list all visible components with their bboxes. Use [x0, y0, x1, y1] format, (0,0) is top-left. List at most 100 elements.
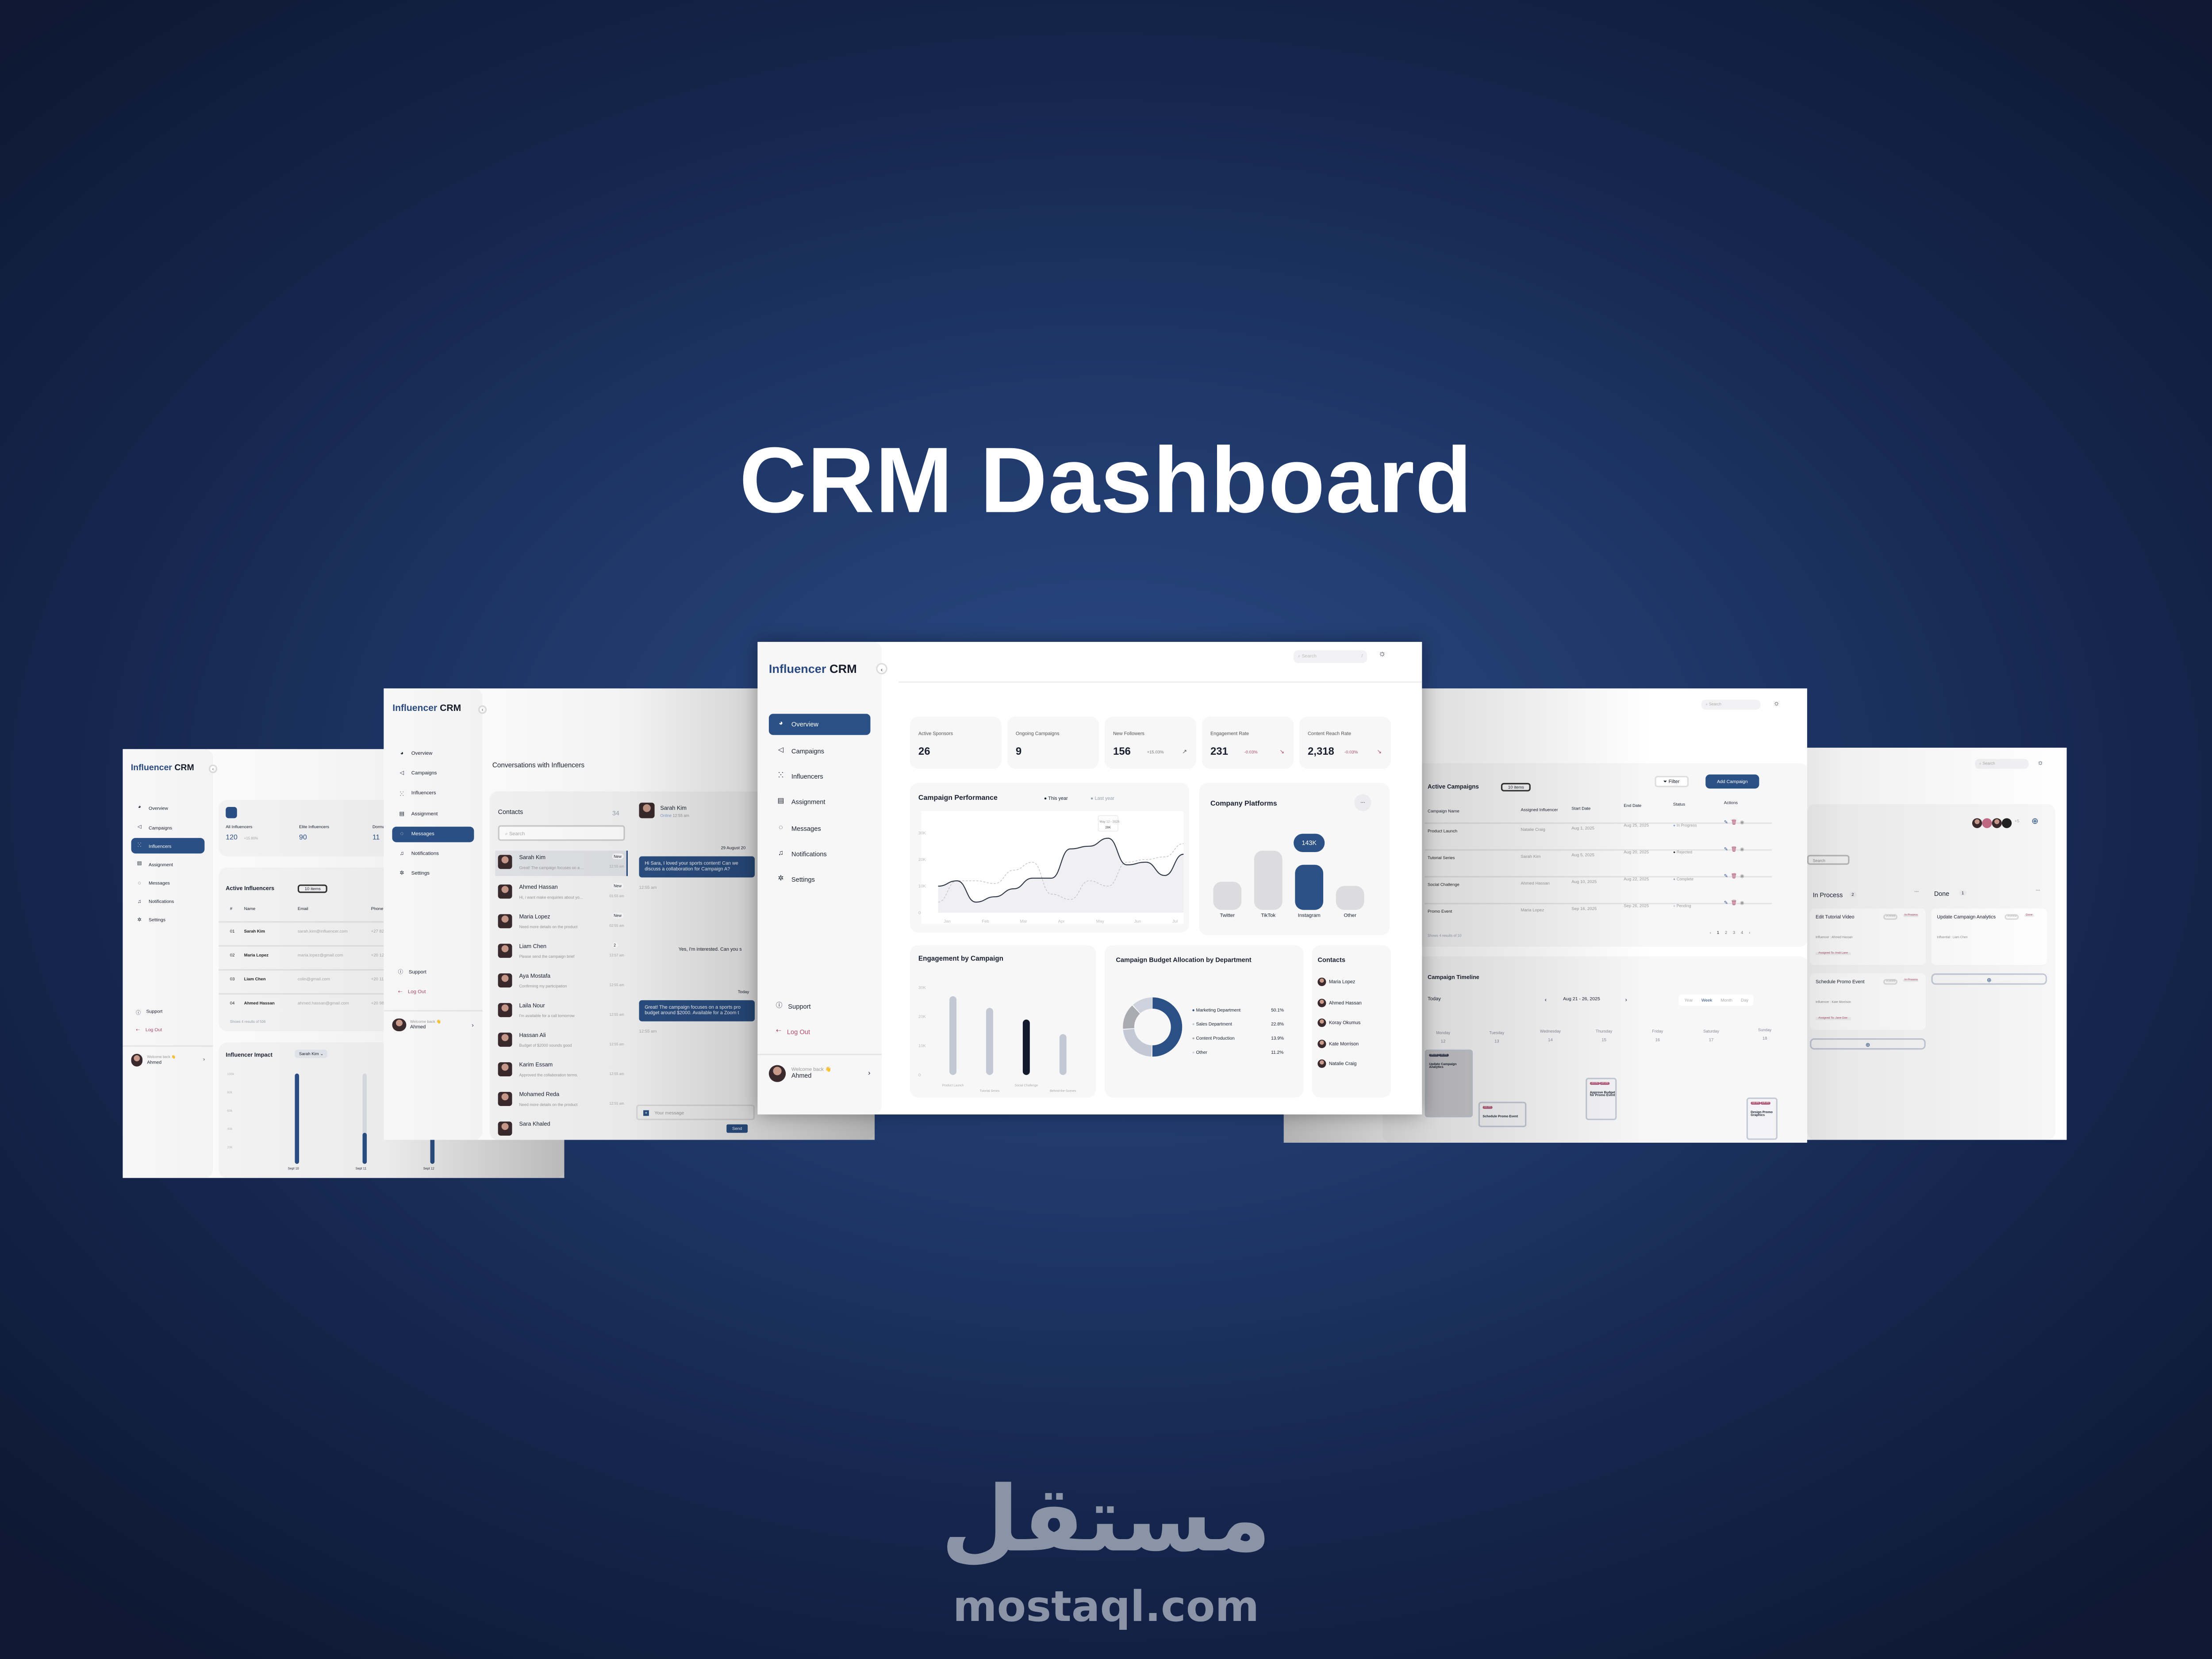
sidebar-item-overview[interactable]: ◕ Overview — [768, 714, 871, 735]
chevron-right-icon[interactable]: › — [472, 1022, 474, 1029]
sidebar-item-notifications[interactable]: ♫ Notifications — [131, 895, 205, 910]
sidebar-item-settings[interactable]: ✲ Settings — [131, 913, 205, 928]
prev-page-button[interactable]: ‹ — [1709, 929, 1711, 936]
contact-row[interactable]: Maria Lopez Need more details on the prod… — [495, 910, 628, 935]
page-button[interactable]: 1 — [1717, 929, 1720, 936]
sidebar-item-settings[interactable]: ✲ Settings — [392, 866, 473, 882]
legend-this-year[interactable]: ● This year — [1044, 795, 1068, 801]
timeline-event[interactable]: 11:00 Schedule Promo Event — [1478, 1102, 1527, 1127]
logout-button[interactable]: ⇠ Log Out — [136, 1026, 162, 1032]
delete-icon[interactable]: 🗑 — [1731, 819, 1737, 826]
contact-item[interactable]: Natalie Craig — [1317, 1059, 1356, 1068]
search-input[interactable]: ⌕ Search — [1975, 759, 2029, 769]
edit-icon[interactable]: ✎ — [1724, 873, 1728, 879]
edit-icon[interactable]: ✎ — [1724, 846, 1728, 853]
sidebar-item-assignment[interactable]: ▤ Assignment — [392, 805, 473, 822]
contacts-search[interactable]: ⌕ Search — [498, 825, 625, 841]
sidebar-item-messages[interactable]: ◌ Messages — [131, 876, 205, 891]
sidebar-item-support[interactable]: ⓘ Support — [136, 1008, 162, 1015]
view-tab-day[interactable]: Day — [1741, 997, 1749, 1003]
timeline-event[interactable]: 10:00 10:00 Approve Budget for Promo Event — [1586, 1078, 1617, 1120]
add-campaign-button[interactable]: Add Campaign — [1705, 774, 1759, 789]
page-button[interactable]: 4 — [1741, 929, 1743, 936]
sidebar-item-assignment[interactable]: ▤ Assignment — [769, 791, 871, 813]
contact-row[interactable]: Aya Mostafa Confirming my participation 12… — [495, 969, 628, 995]
add-task-button[interactable]: ⊕ — [1810, 1038, 1926, 1050]
collapse-sidebar-button[interactable]: ‹ — [209, 764, 217, 773]
contact-row[interactable]: Liam Chen Please send the campaign brief 1… — [495, 940, 628, 965]
task-card[interactable]: Edit Tutorial Video #UI008 In Process Influ… — [1810, 908, 1926, 965]
view-icon[interactable]: ◉ — [1740, 873, 1744, 879]
delete-icon[interactable]: 🗑 — [1731, 846, 1737, 853]
theme-toggle-icon[interactable]: ☼ — [2037, 759, 2044, 768]
collapse-sidebar-button[interactable]: ‹ — [876, 663, 887, 675]
user-profile[interactable]: Welcome back 👋 Ahmed › — [131, 1054, 205, 1066]
view-icon[interactable]: ◉ — [1740, 819, 1744, 826]
sidebar-item-messages[interactable]: ◌ Messages — [769, 818, 871, 839]
message-input[interactable]: + Your message — [636, 1104, 755, 1120]
view-tab-month[interactable]: Month — [1720, 997, 1732, 1003]
next-page-button[interactable]: › — [1749, 929, 1751, 936]
contact-item[interactable]: Maria Lopez — [1317, 977, 1355, 986]
more-options-button[interactable]: ... — [1354, 794, 1371, 811]
search-input[interactable]: ⌕ Search / — [1294, 650, 1367, 663]
chevron-right-icon[interactable]: › — [868, 1069, 871, 1078]
view-icon[interactable]: ◉ — [1740, 900, 1744, 906]
theme-toggle-icon[interactable]: ☼ — [1378, 650, 1386, 659]
contact-item[interactable]: Ahmed Hassan — [1317, 998, 1362, 1007]
chevron-right-icon[interactable]: › — [203, 1057, 205, 1063]
platform-bar-tiktok[interactable] — [1254, 850, 1283, 910]
contact-row[interactable]: Mohamed Reda Need more details on the pro… — [495, 1088, 628, 1113]
contact-item[interactable]: Koray Okumus — [1317, 1018, 1360, 1027]
collapse-sidebar-button[interactable]: ‹ — [478, 705, 487, 714]
add-task-button[interactable]: ⊕ — [1931, 973, 2047, 985]
delete-icon[interactable]: 🗑 — [1731, 900, 1737, 906]
prev-week-button[interactable]: ‹ — [1544, 996, 1547, 1003]
view-icon[interactable]: ◉ — [1740, 846, 1744, 853]
sidebar-item-overview[interactable]: ◕ Overview — [392, 745, 473, 761]
timeline-event[interactable]: 09:00 11:00 Update Campaign Analytics — [1425, 1049, 1473, 1118]
delete-icon[interactable]: 🗑 — [1731, 873, 1737, 879]
sidebar-item-influencers[interactable]: ⵘ Influencers — [392, 785, 473, 802]
contact-row[interactable]: Laila Nour I'm available for a call tomor… — [495, 999, 628, 1024]
theme-toggle-icon[interactable]: ☼ — [1773, 699, 1780, 708]
sidebar-item-assignment[interactable]: ▤ Assignment — [131, 857, 205, 872]
platform-bar-other[interactable] — [1336, 886, 1364, 910]
sidebar-item-campaigns[interactable]: ◁ Campaigns — [131, 820, 205, 835]
logout-button[interactable]: ⇠ Log Out — [776, 1027, 810, 1035]
logout-button[interactable]: ⇠ Log Out — [398, 989, 426, 995]
user-profile[interactable]: Welcome back 👋 Ahmed › — [392, 1018, 474, 1032]
sidebar-item-overview[interactable]: ◕ Overview — [131, 801, 205, 816]
board-search[interactable]: Search — [1807, 855, 1850, 865]
contact-item[interactable]: Kate Morrison — [1317, 1039, 1359, 1048]
sidebar-item-settings[interactable]: ✲ Settings — [769, 869, 871, 890]
contact-row[interactable]: Ahmed Hassan Hi, i want make enquiries ab… — [495, 880, 628, 906]
platform-bar-instagram[interactable] — [1295, 864, 1324, 910]
task-card[interactable]: Update Campaign Analytics #UI004 Done Influ… — [1931, 908, 2047, 965]
sidebar-item-messages[interactable]: ◌ Messages — [392, 826, 474, 843]
sidebar-item-notifications[interactable]: ♫ Notifications — [769, 844, 871, 865]
sidebar-item-support[interactable]: ⓘ Support — [776, 1002, 811, 1010]
platform-bar-twitter[interactable] — [1213, 882, 1242, 910]
column-menu-icon[interactable]: ••• — [1914, 888, 1919, 895]
column-menu-icon[interactable]: ••• — [2035, 887, 2040, 893]
view-tab-year[interactable]: Year — [1684, 997, 1693, 1003]
search-input[interactable]: ⌕ Search — [1701, 699, 1761, 710]
add-attachment-icon[interactable]: + — [643, 1110, 649, 1116]
legend-last-year[interactable]: ● Last year — [1091, 795, 1114, 801]
impact-select[interactable]: Sarah Kim ⌄ — [295, 1049, 328, 1058]
sidebar-item-support[interactable]: ⓘ Support — [398, 969, 426, 976]
add-member-icon[interactable]: ⊕ — [2031, 818, 2039, 827]
task-card[interactable]: Schedule Promo Event #UI009 In Process Infl… — [1810, 973, 1926, 1030]
timeline-event[interactable]: 11:00 14:00 Design Promo Graphics — [1746, 1097, 1778, 1140]
sidebar-item-campaigns[interactable]: ◁ Campaigns — [769, 741, 871, 762]
sidebar-item-notifications[interactable]: ♫ Notifications — [392, 846, 473, 862]
edit-icon[interactable]: ✎ — [1724, 819, 1728, 826]
send-button[interactable]: Send — [726, 1124, 748, 1133]
contact-row[interactable]: Sara Khaled — [495, 1118, 628, 1140]
edit-icon[interactable]: ✎ — [1724, 900, 1728, 906]
contact-row[interactable]: Sarah Kim Great! The campaign focuses on … — [495, 850, 628, 876]
next-week-button[interactable]: › — [1625, 996, 1627, 1003]
contact-row[interactable]: Karim Essam Approved the collaboration te… — [495, 1058, 628, 1083]
sidebar-item-campaigns[interactable]: ◁ Campaigns — [392, 765, 473, 782]
